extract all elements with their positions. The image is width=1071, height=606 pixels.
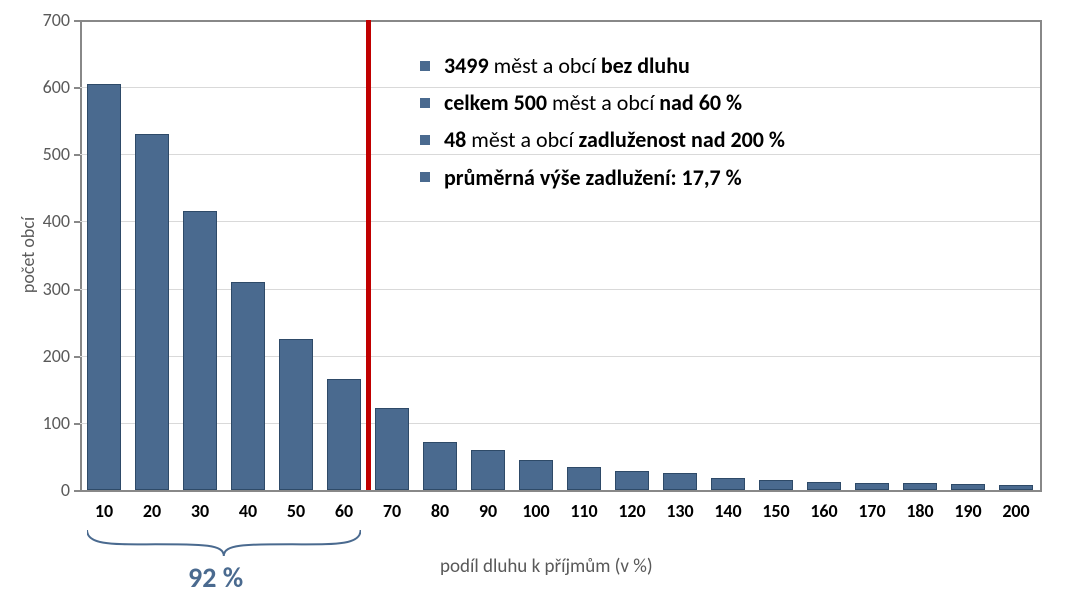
y-tick-mark: [74, 20, 80, 22]
y-tick-mark: [74, 221, 80, 223]
legend-text: 3499 měst a obcí bez dluhu: [444, 48, 690, 83]
brace-bracket-icon: [87, 530, 361, 560]
y-tick-mark: [74, 87, 80, 89]
legend-bullet-icon: [420, 98, 430, 108]
x-tick-label: 170: [848, 500, 896, 522]
y-tick-label: 200: [10, 345, 70, 367]
legend-bullet-icon: [420, 61, 430, 71]
bar: [423, 442, 457, 490]
legend-text: celkem 500 měst a obcí nad 60 %: [444, 85, 742, 120]
x-tick-label: 100: [512, 500, 560, 522]
bar: [135, 134, 169, 490]
x-tick-label: 90: [464, 500, 512, 522]
x-axis-title: podíl dluhu k příjmům (v %): [440, 555, 653, 578]
legend-item: průměrná výše zadlužení: 17,7 %: [420, 160, 785, 195]
legend-item: 3499 měst a obcí bez dluhu: [420, 48, 785, 83]
bar: [759, 480, 793, 490]
x-tick-label: 180: [896, 500, 944, 522]
bar: [519, 460, 553, 490]
y-gridline: [80, 221, 1040, 222]
y-tick-mark: [74, 356, 80, 358]
bar: [855, 483, 889, 490]
y-tick-mark: [74, 423, 80, 425]
y-gridline: [80, 423, 1040, 424]
y-tick-label: 0: [10, 479, 70, 501]
x-tick-label: 80: [416, 500, 464, 522]
x-tick-label: 30: [176, 500, 224, 522]
x-tick-label: 130: [656, 500, 704, 522]
legend-text: 48 měst a obcí zadluženost nad 200 %: [444, 122, 785, 157]
bar: [567, 467, 601, 491]
y-tick-mark: [74, 490, 80, 492]
y-tick-label: 600: [10, 76, 70, 98]
legend-item: celkem 500 měst a obcí nad 60 %: [420, 85, 785, 120]
x-tick-label: 110: [560, 500, 608, 522]
bar: [375, 408, 409, 490]
bar: [615, 471, 649, 490]
y-tick-mark: [74, 154, 80, 156]
threshold-divider-line: [366, 20, 371, 490]
y-tick-label: 700: [10, 9, 70, 31]
legend-box: 3499 měst a obcí bez dluhucelkem 500 měs…: [420, 48, 785, 197]
x-tick-label: 190: [944, 500, 992, 522]
y-tick-label: 500: [10, 143, 70, 165]
bar: [951, 484, 985, 490]
x-tick-label: 50: [272, 500, 320, 522]
x-tick-label: 140: [704, 500, 752, 522]
bar: [471, 450, 505, 490]
bar: [279, 339, 313, 490]
x-tick-label: 70: [368, 500, 416, 522]
bar: [999, 485, 1033, 490]
x-tick-label: 120: [608, 500, 656, 522]
y-gridline: [80, 289, 1040, 290]
bar: [87, 84, 121, 490]
x-tick-label: 40: [224, 500, 272, 522]
chart-container: 0100200300400500600700 10203040506070809…: [0, 0, 1071, 606]
legend-bullet-icon: [420, 135, 430, 145]
y-axis: [80, 20, 82, 490]
x-tick-label: 60: [320, 500, 368, 522]
legend-text: průměrná výše zadlužení: 17,7 %: [444, 160, 742, 195]
bar: [183, 211, 217, 490]
y-gridline: [80, 356, 1040, 357]
bar: [807, 482, 841, 490]
legend-bullet-icon: [420, 172, 430, 182]
bar: [903, 483, 937, 490]
legend-item: 48 měst a obcí zadluženost nad 200 %: [420, 122, 785, 157]
brace-label: 92 %: [188, 560, 243, 595]
bar: [711, 478, 745, 490]
y-axis-title: počet obcí: [17, 217, 39, 293]
x-tick-label: 160: [800, 500, 848, 522]
x-tick-label: 20: [128, 500, 176, 522]
bar: [327, 379, 361, 490]
x-axis: [80, 490, 1040, 492]
y-tick-label: 100: [10, 412, 70, 434]
x-tick-label: 200: [992, 500, 1040, 522]
bar: [231, 282, 265, 490]
x-tick-label: 10: [80, 500, 128, 522]
bar: [663, 473, 697, 490]
x-tick-label: 150: [752, 500, 800, 522]
y-tick-mark: [74, 289, 80, 291]
